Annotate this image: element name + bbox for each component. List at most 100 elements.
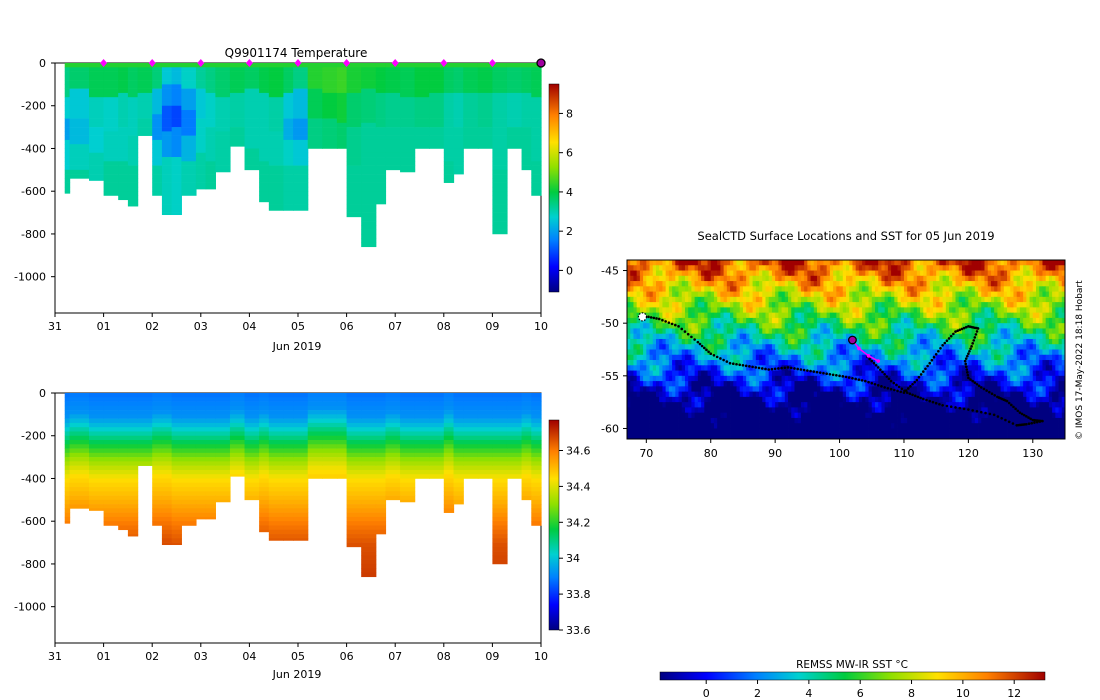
temperature-cell bbox=[385, 165, 401, 171]
sst-cell bbox=[900, 338, 905, 345]
salinity-cell bbox=[268, 534, 285, 539]
temperature-cell bbox=[259, 165, 270, 171]
temperature-cell bbox=[521, 139, 532, 145]
temperature-cell bbox=[127, 135, 139, 141]
sst-cell bbox=[726, 333, 731, 340]
sst-cell bbox=[891, 281, 895, 287]
sst-cell bbox=[1003, 260, 1008, 266]
sst-cell bbox=[887, 307, 892, 314]
temperature-cell bbox=[64, 144, 71, 149]
sst-cell bbox=[688, 260, 692, 266]
sst-cell bbox=[920, 302, 924, 308]
salinity-cell bbox=[259, 405, 270, 411]
sst-cell bbox=[955, 349, 960, 356]
sst-cell bbox=[945, 281, 950, 287]
sst-cell bbox=[627, 307, 631, 314]
sst-cell bbox=[749, 354, 754, 361]
salinity-cell bbox=[152, 457, 163, 462]
salinity-cell bbox=[195, 401, 207, 407]
sst-cell bbox=[910, 291, 915, 298]
salinity-cell bbox=[181, 487, 197, 492]
sst-cell bbox=[768, 260, 773, 266]
sst-cell bbox=[1019, 328, 1024, 335]
salinity-cell bbox=[414, 431, 430, 437]
sst-cell bbox=[807, 354, 811, 361]
sst-cell bbox=[762, 307, 766, 314]
sst-cell bbox=[852, 360, 857, 366]
sst-cell bbox=[643, 275, 647, 282]
temperature-cell bbox=[259, 84, 270, 89]
salinity-cell bbox=[268, 491, 285, 496]
temperature-cell bbox=[477, 97, 493, 102]
sst-cell bbox=[804, 296, 808, 303]
sst-cell bbox=[897, 323, 902, 329]
sst-cell bbox=[752, 360, 757, 366]
sst-cell bbox=[739, 275, 744, 282]
sst-cell bbox=[981, 291, 985, 298]
salinity-cell bbox=[259, 469, 270, 475]
sst-cell bbox=[981, 349, 985, 356]
sst-cell bbox=[639, 323, 644, 329]
salinity-cell bbox=[361, 551, 377, 556]
sst-cell bbox=[672, 296, 676, 303]
sst-cell bbox=[984, 286, 989, 292]
sst-cell bbox=[984, 281, 989, 287]
sst-cell bbox=[1016, 349, 1021, 356]
sst-cell bbox=[887, 302, 892, 308]
sst-cell bbox=[874, 360, 879, 366]
temperature-cell bbox=[531, 80, 542, 85]
sst-cell bbox=[1061, 270, 1065, 277]
temperature-cell bbox=[463, 110, 479, 115]
sst-cell bbox=[784, 291, 789, 298]
temperature-cell bbox=[152, 191, 163, 196]
temperature-cell bbox=[531, 178, 542, 183]
salinity-cell bbox=[385, 427, 401, 432]
sst-cell bbox=[778, 296, 782, 303]
temperature-cell bbox=[152, 157, 163, 162]
sst-cell bbox=[630, 275, 634, 282]
salinity-cell bbox=[531, 427, 542, 432]
sst-cell bbox=[720, 270, 725, 277]
salinity-cell bbox=[268, 401, 285, 407]
temperature-cell bbox=[205, 186, 216, 190]
temperature-cell bbox=[215, 101, 231, 107]
salinity-cell bbox=[229, 465, 246, 471]
sst-cell bbox=[984, 344, 989, 350]
salinity-cell bbox=[400, 414, 416, 419]
sst-cell bbox=[981, 323, 985, 329]
sst-cell bbox=[720, 338, 725, 345]
sst-cell bbox=[710, 344, 715, 350]
sst-cell bbox=[874, 296, 879, 303]
sst-cell bbox=[823, 307, 828, 314]
sst-cell bbox=[862, 354, 866, 361]
temperature-cell bbox=[453, 118, 464, 124]
temperature-xtick-label-0: 31 bbox=[48, 320, 62, 333]
salinity-colorbar-label-2: 34 bbox=[566, 552, 580, 565]
sst-cell bbox=[884, 338, 889, 345]
salinity-cell bbox=[64, 474, 71, 479]
salinity-cell bbox=[521, 448, 532, 454]
sst-cell bbox=[887, 265, 892, 271]
sst-cell bbox=[936, 354, 940, 361]
sst-cell bbox=[913, 260, 918, 266]
sst-cell bbox=[913, 281, 918, 287]
sst-cell bbox=[1039, 302, 1043, 308]
sst-cell bbox=[791, 360, 795, 366]
temperature-cell bbox=[195, 92, 207, 98]
sst-cell bbox=[990, 286, 995, 292]
temperature-cell bbox=[152, 71, 163, 77]
temperature-cell bbox=[161, 161, 173, 166]
sst-cell bbox=[897, 360, 902, 366]
sst-cell bbox=[833, 281, 837, 287]
sst-cell bbox=[913, 360, 918, 366]
sst-cell bbox=[781, 286, 786, 292]
salinity-cell bbox=[307, 452, 323, 458]
temperature-colorbar-label-2: 4 bbox=[566, 186, 573, 199]
sst-cell bbox=[1055, 360, 1059, 366]
sst-cell bbox=[887, 344, 892, 350]
temperature-cell bbox=[283, 139, 294, 145]
sst-cell bbox=[765, 317, 770, 324]
temperature-cell bbox=[205, 157, 216, 162]
sst-cell bbox=[723, 344, 728, 350]
